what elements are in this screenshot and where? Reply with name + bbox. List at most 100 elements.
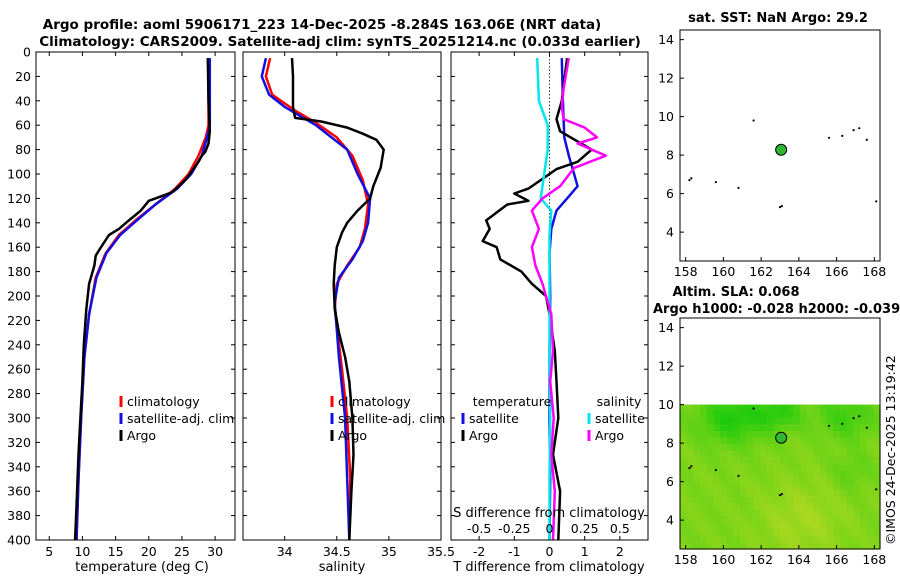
sla-cell [760,404,768,412]
sla-cell [873,522,881,530]
sla-cell [753,444,761,452]
sla-cell [733,516,741,524]
sla-cell [780,444,788,452]
legend-label: climatology [338,394,411,409]
sla-cell [873,450,881,458]
sla-cell [746,509,754,517]
sla-cell [813,417,821,425]
sla-cell [866,444,874,452]
sla-cell [813,437,821,445]
sla-cell [700,509,708,517]
sla-cell [800,483,808,491]
sla-cell [853,476,861,484]
sla-cell [813,509,821,517]
y-tick-label: 280 [7,386,31,401]
sla-cell [740,509,748,517]
sla-cell [773,489,781,498]
sla-cell [760,417,768,425]
sla-cell [846,522,854,530]
sla-cell [726,542,734,550]
sla-cell [740,496,748,504]
island-marker [858,415,861,418]
sla-cell [700,522,708,530]
sla-cell [860,542,868,550]
sla-cell [760,411,768,419]
sla-cell [713,470,721,478]
sla-cell [866,496,874,504]
sla-cell [726,503,734,511]
sla-cell [840,496,848,504]
sla-cell [760,483,768,491]
sla-cell [760,463,768,471]
sla-cell [846,470,854,478]
sla-cell [760,529,768,537]
sla-cell [733,444,741,452]
y-tick-label: 8 [666,436,674,451]
sla-cell [733,476,741,484]
sla-cell [860,529,868,537]
sla-cell [780,450,788,458]
sla-cell [806,424,814,432]
sla-cell [853,509,861,517]
sla-cell [813,516,821,524]
sla-cell [760,516,768,524]
sla-cell [773,542,781,550]
sla-cell [800,529,808,537]
sla-cell [860,516,868,524]
legend-title-salinity: salinity [597,394,642,409]
sla-cell [766,535,774,544]
sst-map-title: sat. SST: NaN Argo: 29.2 [688,11,868,26]
sla-cell [853,529,861,537]
sla-cell [840,417,848,425]
sla-cell [826,463,834,471]
sla-cell [820,437,828,445]
sla-cell [800,535,808,544]
y-tick-label: 140 [7,215,31,230]
sla-cell [700,529,708,537]
sla-cell [720,430,728,439]
sla-cell [713,489,721,498]
sla-cell [713,404,721,412]
y-tick-label: 180 [7,264,31,279]
y-tick-label: 120 [7,191,31,206]
island-marker [875,200,878,203]
x-tick-label: 168 [862,552,886,567]
sla-cell [780,516,788,524]
sla-cell [826,542,834,550]
sla-cell [760,503,768,511]
sla-cell [686,417,694,425]
sst-map-panel: 158 160 162 164 166 168 4 6 8 10 12 14 [658,29,886,279]
sla-cell [820,522,828,530]
sla-cell [700,470,708,478]
sla-cell [806,535,814,544]
sla-cell [686,463,694,471]
sla-cell [713,509,721,517]
sla-cell [820,489,828,498]
series-line-temperature-argo [481,57,593,541]
sla-cell [833,503,841,511]
sla-cell [680,522,688,530]
sla-cell [720,483,728,491]
sla-cell [853,411,861,419]
sla-cell [866,489,874,498]
sla-cell [693,489,701,498]
sla-cell [860,457,868,465]
sla-cell [840,542,848,550]
sla-cell [700,457,708,465]
sla-cell [740,489,748,498]
sla-cell [753,503,761,511]
series-line-satellite-adj-clim [75,58,212,541]
sla-cell [806,450,814,458]
sla-cell [746,542,754,550]
sla-cell [786,411,794,419]
y-tick-label: 60 [15,118,31,133]
sla-cell [760,535,768,544]
sla-cell [753,489,761,498]
figure-title-line-1: Argo profile: aoml 5906171_223 14-Dec-20… [43,17,601,33]
sla-cell [753,476,761,484]
sla-cell [846,450,854,458]
sla-cell [793,489,801,498]
sla-cell [706,470,714,478]
sla-cell [786,437,794,445]
sla-cell [820,424,828,432]
